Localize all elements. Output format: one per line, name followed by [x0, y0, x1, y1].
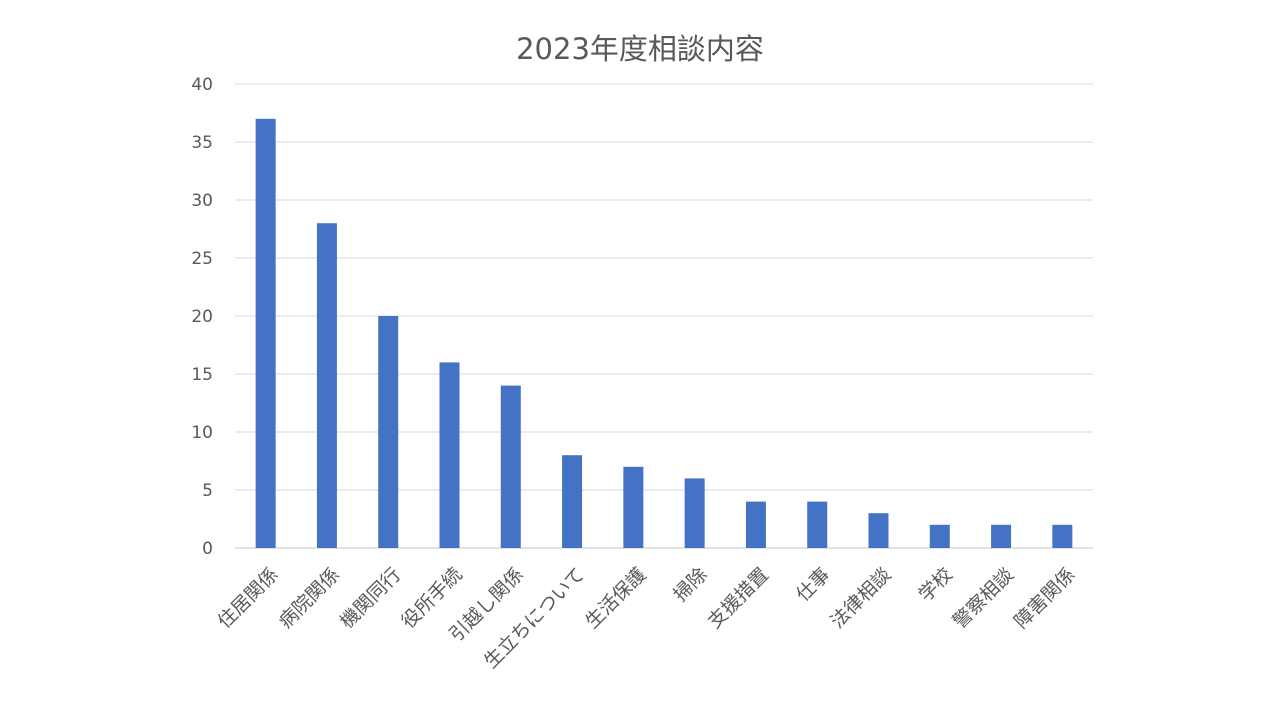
y-tick-label: 10 [191, 423, 213, 443]
x-category-label: 掃除 [669, 564, 711, 606]
bar [255, 118, 276, 549]
bar [868, 513, 889, 548]
bar [500, 385, 521, 548]
x-category-label: 支援措置 [704, 564, 773, 633]
bar [378, 316, 399, 548]
x-category-label: 病院関係 [275, 564, 344, 633]
y-tick-label: 30 [191, 191, 213, 211]
bar [929, 524, 950, 548]
bar [807, 501, 828, 548]
bar [991, 524, 1012, 548]
bar [745, 501, 766, 548]
y-tick-label: 40 [191, 75, 213, 95]
y-tick-label: 20 [191, 307, 213, 327]
y-tick-label: 5 [202, 481, 213, 501]
bar [623, 466, 644, 548]
x-category-label: 学校 [914, 564, 956, 606]
bar [684, 478, 705, 548]
x-category-label: 法律相談 [826, 564, 895, 633]
y-tick-label: 0 [202, 539, 213, 559]
bar [439, 362, 460, 548]
y-tick-label: 35 [191, 133, 213, 153]
bar [1052, 524, 1073, 548]
x-category-label: 生活保護 [581, 564, 650, 633]
bar [562, 455, 583, 548]
y-tick-label: 25 [191, 249, 213, 269]
x-category-label: 障害関係 [1010, 564, 1079, 633]
chart-title: 2023年度相談内容 [516, 32, 764, 66]
bar [316, 223, 337, 548]
y-tick-label: 15 [191, 365, 213, 385]
x-category-label: 仕事 [792, 564, 834, 606]
x-category-label: 警察相談 [949, 564, 1018, 633]
x-category-label: 住居関係 [213, 564, 282, 633]
x-category-label: 機関同行 [336, 564, 405, 633]
